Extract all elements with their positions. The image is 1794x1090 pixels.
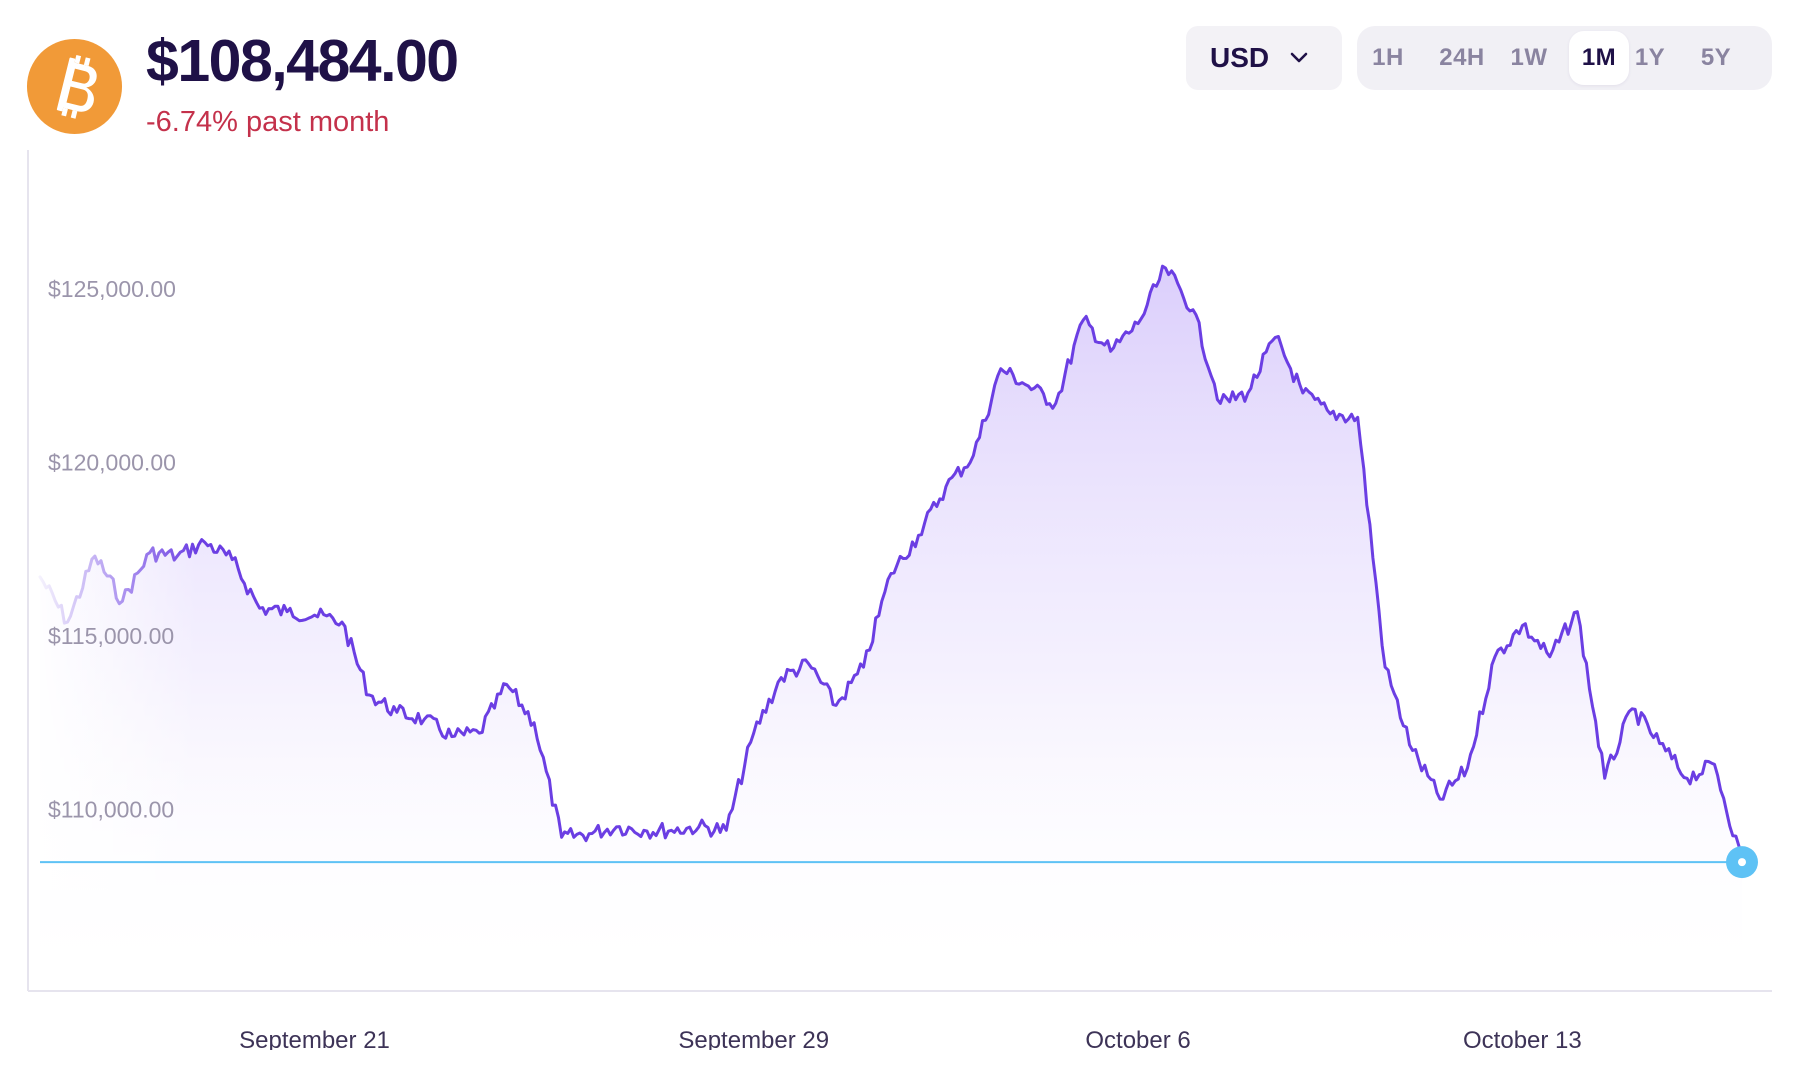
price-header: $108,484.00 -6.74% past month USD 1H 24H 1… — [0, 0, 1794, 150]
y-tick-label: $125,000.00 — [48, 276, 176, 302]
price-change: -6.74% past month — [146, 106, 390, 138]
y-tick-label: $110,000.00 — [48, 797, 174, 823]
range-tab-5y[interactable]: 5Y — [1700, 44, 1732, 71]
price-chart-svg: $110,000.00 $115,000.00 $120,000.00 $125,00… — [27, 150, 1772, 1054]
x-tick-label: October 6 — [1085, 1027, 1190, 1050]
y-tick-label: $120,000.00 — [48, 449, 176, 475]
currency-label: USD — [1210, 42, 1270, 73]
current-price: $108,484.00 — [146, 28, 459, 94]
range-tab-1h[interactable]: 1H — [1372, 44, 1404, 71]
price-chart: $110,000.00 $115,000.00 $120,000.00 $125,00… — [0, 150, 1794, 1054]
y-tick-label: $115,000.00 — [48, 623, 174, 649]
x-tick-label: October 13 — [1463, 1027, 1582, 1050]
x-tick-label: September 21 — [239, 1027, 390, 1050]
x-tick-label: September 29 — [678, 1027, 829, 1050]
price-line — [38, 264, 1744, 864]
current-price-marker-center — [1738, 858, 1746, 867]
range-tab-1w[interactable]: 1W — [1510, 44, 1548, 71]
range-tab-24h[interactable]: 24H — [1439, 44, 1485, 71]
time-range-selector: 1H 24H 1W 1M 1Y 5Y — [1357, 26, 1772, 90]
currency-dropdown[interactable]: USD — [1186, 26, 1342, 90]
bitcoin-icon — [26, 38, 123, 135]
price-area-fill — [40, 266, 1742, 990]
left-fade-overlay — [28, 150, 198, 890]
range-tab-1m[interactable]: 1M — [1569, 31, 1629, 85]
chevron-down-icon — [1290, 52, 1308, 63]
range-tab-1y[interactable]: 1Y — [1634, 44, 1666, 71]
